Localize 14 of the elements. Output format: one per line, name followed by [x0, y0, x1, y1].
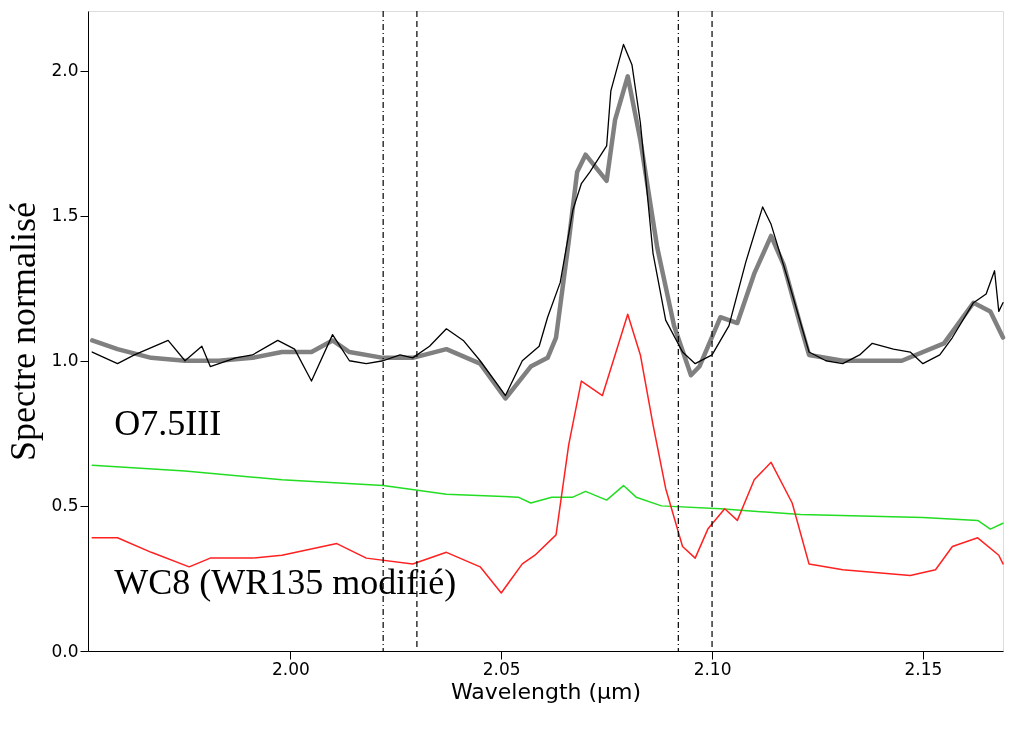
series-label: WC8 (WR135 modifié) [114, 561, 457, 602]
y-axis-title: Spectre normalisé [3, 202, 44, 461]
x-axis-title: Wavelength (µm) [450, 678, 642, 704]
y-tick-label: 1.5 [51, 205, 79, 226]
x-tick-label: 2.00 [271, 658, 310, 679]
y-tick-label: 2.0 [51, 60, 79, 80]
x-tick-label: 2.10 [693, 658, 732, 679]
y-tick-label: 0.5 [51, 495, 79, 516]
x-tick-label: 2.15 [904, 658, 943, 679]
line-series [91, 464, 1004, 530]
y-tick-label: 1.0 [51, 350, 79, 371]
series-label: O7.5III [114, 403, 222, 444]
x-tick-label: 2.05 [482, 658, 521, 679]
y-tick-label: 0.0 [51, 640, 79, 661]
